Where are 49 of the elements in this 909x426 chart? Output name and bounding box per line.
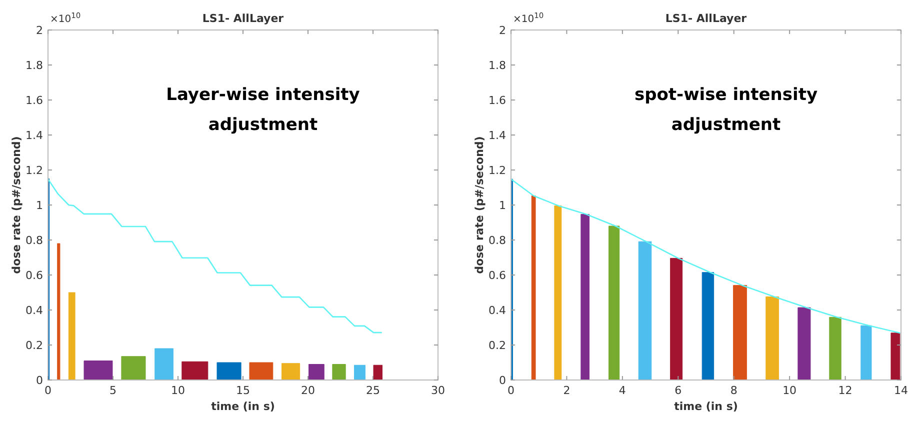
y-tick-label: 1.4 [26,129,43,142]
x-tick-label: 10 [171,384,185,397]
x-axis-title: time (in s) [674,400,738,413]
annotation: spot-wise intensity adjustment [634,85,818,135]
x-tick-label: 2 [563,384,570,397]
x-tick-label: 4 [618,384,626,397]
x-tick-label: 15 [236,384,250,397]
y-tick-label: 0.2 [488,339,506,352]
y-tick-label: 0.8 [488,234,506,247]
line-series [510,178,900,334]
y-tick-label: 1.2 [26,164,43,177]
line-series [47,178,382,334]
x-tick-label: 10 [782,384,797,397]
x-tick-label: 0 [44,384,52,397]
y-tick-label: 1.6 [26,94,43,107]
y-tick-label: 1 [36,199,43,212]
y-tick-label: 1.4 [488,129,506,142]
text: ×10$^{10}$ [50,10,81,25]
y-tick-label: 0 [499,374,506,387]
chart-title: LS1- AllLayer [665,12,748,25]
y-axis-title: dose rate (p#/second) [10,136,23,274]
y-tick-label: 2 [36,24,43,37]
y-tick-label: 1 [499,199,506,212]
x-tick-label: 5 [110,384,116,397]
x-tick-label: 20 [301,384,315,397]
y-tick-label: 0.6 [26,269,43,282]
y-tick-label: 1.8 [26,59,43,72]
x-tick-label: 25 [366,384,380,397]
y-tick-label: 0.8 [26,234,43,247]
x-axis-title: time (in s) [211,400,275,413]
y-tick-label: 0.2 [26,339,43,352]
y-tick-label: 2 [499,24,506,37]
annotation: Layer-wise intensity adjustment [166,85,360,135]
y-tick-label: 1.2 [488,164,506,177]
y-tick-label: 0.6 [488,269,506,282]
y-tick-label: 1.8 [488,59,506,72]
x-tick-label: 0 [508,384,514,397]
y-axis-title: dose rate (p#/second) [473,136,486,274]
text: ×10$^{10}$ [513,10,544,25]
x-tick-label: 14 [894,384,908,397]
x-tick-label: 6 [674,384,682,397]
y-tick-label: 0 [36,374,43,387]
x-tick-label: 12 [838,384,852,397]
x-tick-label: 8 [730,384,738,397]
x-tick-label: 30 [431,384,445,397]
y-tick-label: 0.4 [488,304,506,317]
chart-title: LS1- AllLayer [202,12,284,25]
y-tick-label: 0.4 [26,304,43,317]
y-tick-label: 1.6 [488,94,506,107]
